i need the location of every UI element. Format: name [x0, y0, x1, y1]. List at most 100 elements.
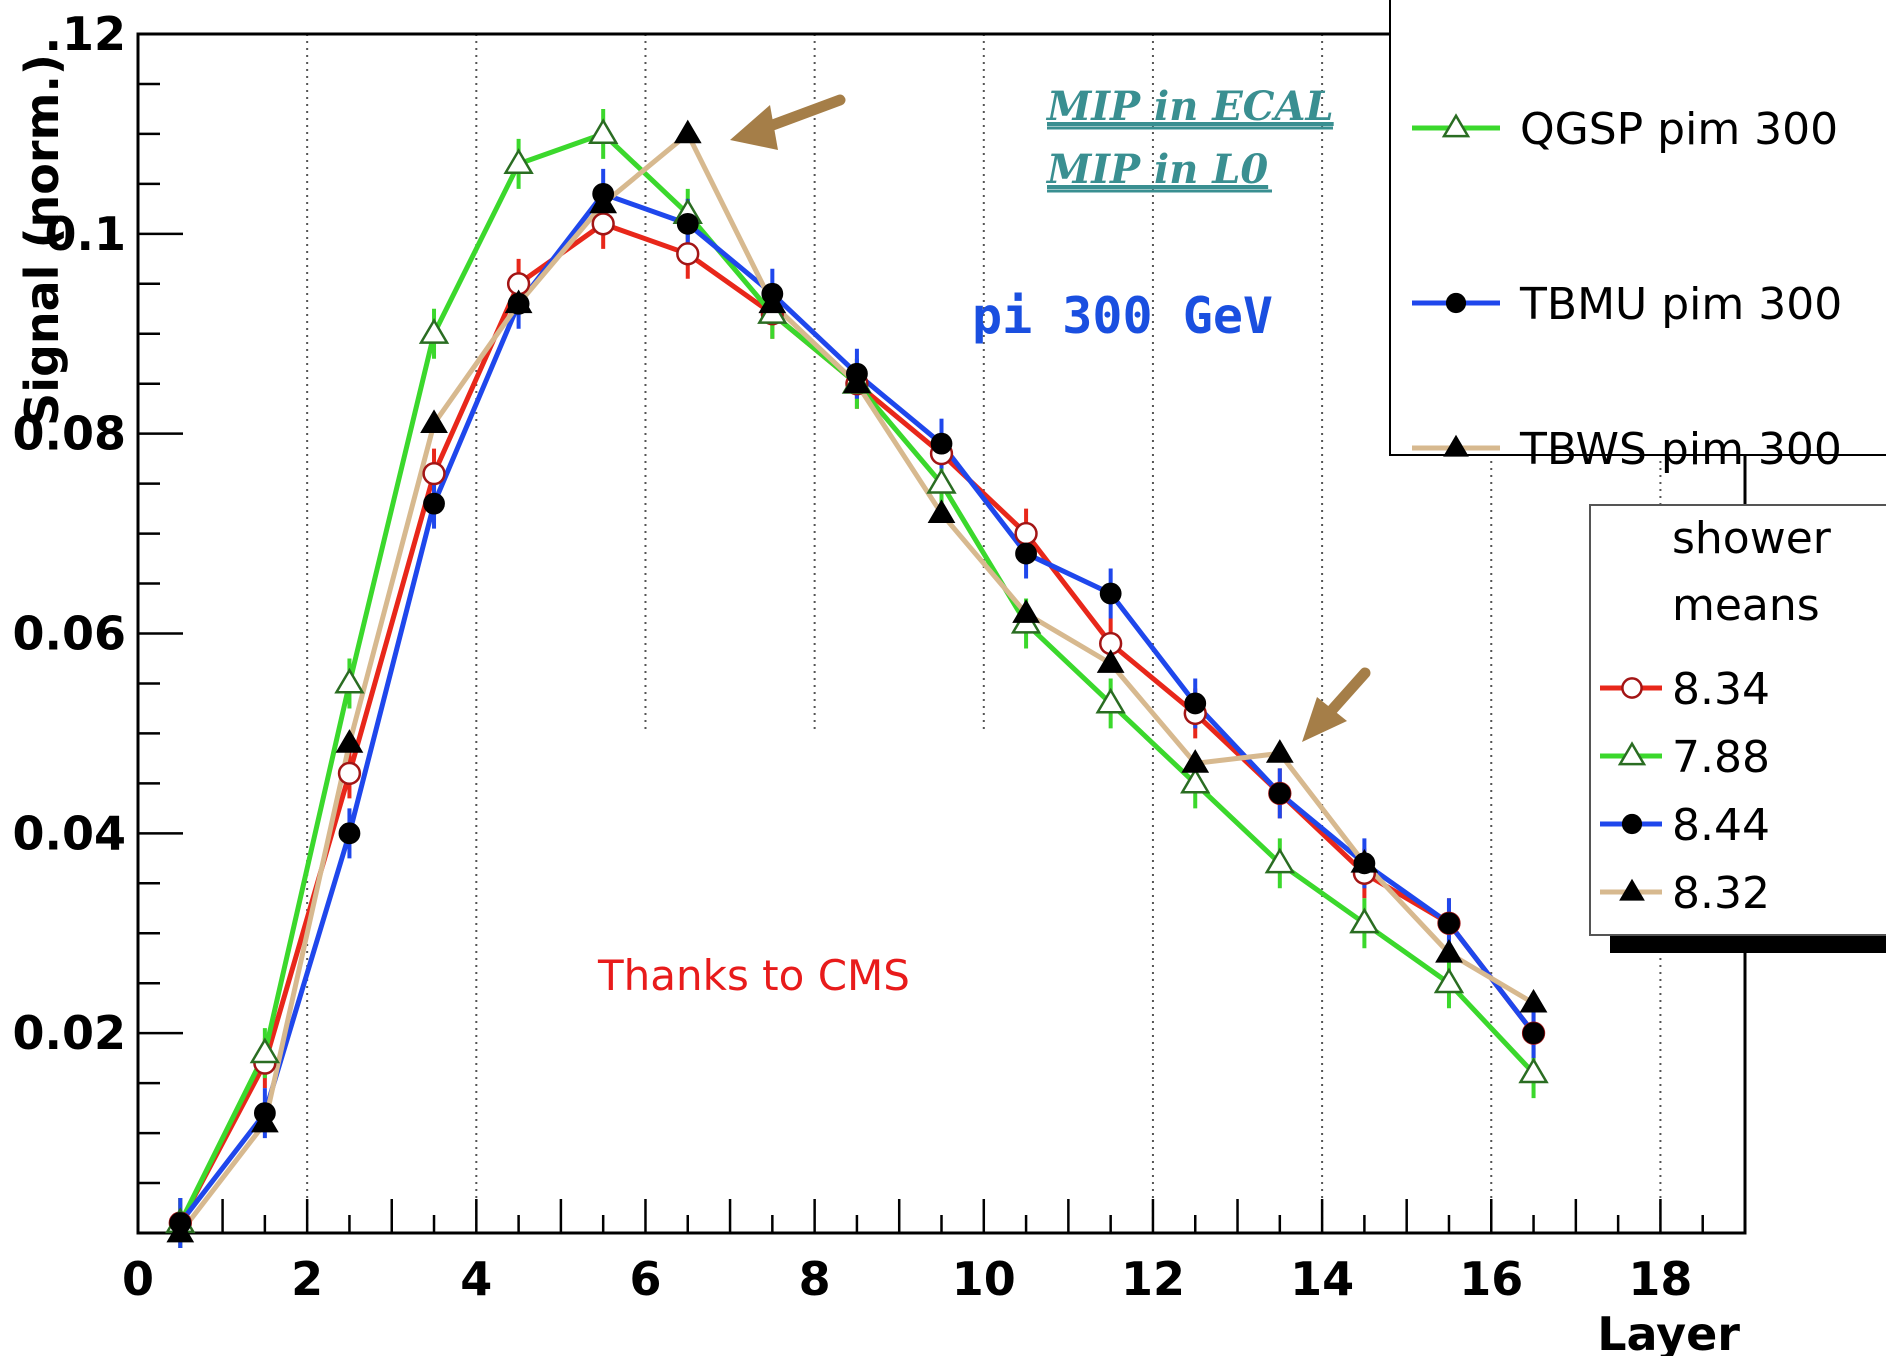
data-point [676, 212, 699, 235]
data-point [337, 761, 362, 786]
means-legend-value: 8.44 [1672, 800, 1770, 851]
data-point [418, 318, 450, 344]
means-legend-value: 8.32 [1672, 868, 1770, 919]
x-tick-label: 12 [1121, 1252, 1185, 1306]
series-qgsp-pim-300 [178, 108, 1536, 1248]
data-point [758, 289, 787, 314]
y-tick-label: 0.04 [13, 806, 127, 860]
legend-label: TBMU pim 300 [1519, 279, 1842, 330]
data-point [1014, 521, 1038, 546]
means-legend-box [1589, 504, 1886, 936]
data-point [843, 369, 871, 394]
annotation-mip-ecal: MIP in ECAL [1045, 83, 1334, 130]
x-tick-label: 6 [629, 1252, 661, 1306]
legend-label: QGSP pim 300 [1520, 104, 1838, 155]
data-point [673, 119, 702, 144]
arrow-2-shaft [1326, 667, 1371, 716]
vertical-dotted-grid [306, 34, 1662, 1233]
data-point [422, 461, 446, 486]
data-point [1621, 677, 1643, 699]
means-legend-title-2: means [1672, 580, 1820, 631]
x-tick-label: 4 [460, 1252, 492, 1306]
models-legend: QGSP pim 300 TBMU pim 300 TBWS pim 300 [1389, 0, 1886, 475]
legend-label: TBWS pim 300 [1519, 424, 1842, 475]
data-point [250, 1108, 279, 1133]
data-point [1180, 767, 1211, 794]
means-legend-value: 8.34 [1672, 664, 1770, 715]
data-point [1441, 113, 1471, 138]
data-point [338, 822, 361, 845]
x-tick-label: 8 [799, 1252, 831, 1306]
data-point [504, 289, 533, 314]
y-axis-title: Signal (norm.) [15, 54, 69, 426]
data-point [1099, 582, 1122, 605]
data-point [1619, 878, 1645, 901]
annotation-arrows [730, 94, 1371, 742]
means-legend-title-1: shower [1672, 513, 1832, 564]
series-markers-3 [166, 119, 1548, 1243]
x-axis-title: Layer [1597, 1307, 1740, 1356]
y-tick-label: 0.08 [13, 407, 127, 461]
data-point [591, 212, 615, 236]
series-tbws-pim-300 [178, 131, 1535, 1235]
series-line [178, 131, 1535, 1235]
data-point [1435, 938, 1463, 963]
x-tick-label: 14 [1290, 1252, 1354, 1306]
data-point [1438, 912, 1460, 935]
data-point [1012, 599, 1040, 623]
data-point [926, 467, 957, 494]
annotation-thanks: Thanks to CMS [597, 951, 910, 1000]
data-point [420, 409, 448, 434]
data-point [1181, 749, 1210, 773]
arrow-1-shaft [764, 94, 846, 132]
data-point [1015, 542, 1037, 565]
data-point [1096, 649, 1125, 673]
data-point [587, 118, 619, 145]
data-point [335, 729, 364, 753]
data-point [589, 189, 618, 214]
data-point [1095, 687, 1126, 714]
data-point [1433, 967, 1465, 994]
data-point [1518, 1057, 1549, 1084]
y-axis-ticks: 0.02 0.04 0.06 0.08 0.1 .12 [13, 7, 183, 1235]
y-tick-label: 0.1 [45, 207, 127, 261]
means-legend: shower means 8.34 7.88 8.44 8.32 [1589, 504, 1886, 953]
x-tick-label: 10 [952, 1252, 1016, 1306]
series-line [178, 131, 1536, 1225]
annotation-beam-energy: pi 300 GeV [972, 287, 1273, 345]
data-point [334, 667, 365, 694]
data-series [165, 108, 1549, 1248]
x-tick-label: 0 [122, 1252, 154, 1306]
data-point [930, 432, 953, 455]
data-point [166, 1218, 195, 1243]
means-legend-value: 7.88 [1672, 732, 1770, 783]
data-point [1184, 692, 1207, 715]
x-tick-label: 16 [1459, 1252, 1523, 1306]
data-point [1264, 847, 1296, 874]
means-legend-shadow [1610, 933, 1886, 953]
data-point [927, 499, 956, 523]
data-point [1617, 741, 1647, 766]
data-point [1350, 849, 1379, 873]
annotation-mip-l0: MIP in L0 [1045, 146, 1268, 193]
x-tick-label: 2 [291, 1252, 323, 1306]
y-tick-label: 0.02 [13, 1006, 127, 1060]
arrow-2-head [1302, 697, 1347, 742]
data-point [1519, 988, 1548, 1013]
data-point [503, 148, 534, 174]
data-point [676, 242, 700, 266]
data-point [1268, 782, 1291, 805]
arrow-1-head [730, 105, 778, 150]
models-legend-box [1389, 0, 1886, 456]
data-point [1443, 434, 1469, 457]
y-tick-label: 0.06 [13, 607, 127, 661]
y-tick-label: .12 [45, 7, 127, 61]
x-axis-ticks: 0 2 4 6 8 10 12 14 16 18 [122, 1199, 1747, 1306]
x-tick-label: 18 [1628, 1252, 1692, 1306]
data-point [1265, 739, 1294, 763]
series-markers-1 [165, 118, 1549, 1234]
data-point [249, 1037, 281, 1064]
data-point [1621, 813, 1643, 835]
